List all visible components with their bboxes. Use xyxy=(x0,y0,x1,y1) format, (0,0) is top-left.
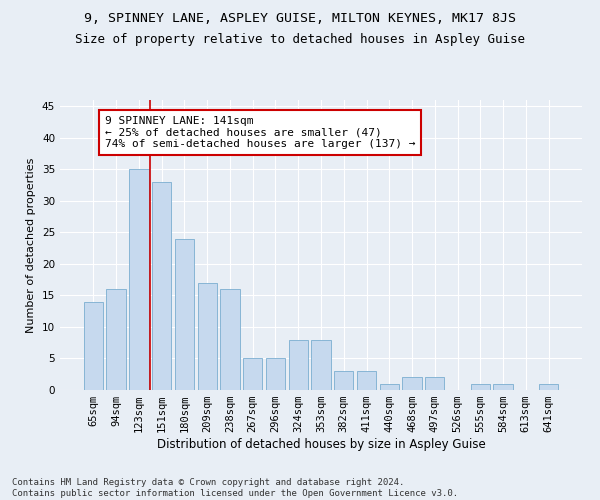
Bar xyxy=(425,378,445,390)
Bar xyxy=(152,182,172,390)
Bar xyxy=(243,358,262,390)
Bar xyxy=(129,170,149,390)
Bar xyxy=(334,371,353,390)
Text: Size of property relative to detached houses in Aspley Guise: Size of property relative to detached ho… xyxy=(75,32,525,46)
Y-axis label: Number of detached properties: Number of detached properties xyxy=(26,158,37,332)
Bar xyxy=(197,283,217,390)
Bar xyxy=(311,340,331,390)
Bar xyxy=(175,238,194,390)
Bar xyxy=(470,384,490,390)
Text: 9, SPINNEY LANE, ASPLEY GUISE, MILTON KEYNES, MK17 8JS: 9, SPINNEY LANE, ASPLEY GUISE, MILTON KE… xyxy=(84,12,516,26)
Bar xyxy=(266,358,285,390)
Text: Contains HM Land Registry data © Crown copyright and database right 2024.
Contai: Contains HM Land Registry data © Crown c… xyxy=(12,478,458,498)
X-axis label: Distribution of detached houses by size in Aspley Guise: Distribution of detached houses by size … xyxy=(157,438,485,451)
Bar xyxy=(539,384,558,390)
Bar xyxy=(403,378,422,390)
Bar xyxy=(106,289,126,390)
Bar xyxy=(289,340,308,390)
Bar xyxy=(493,384,513,390)
Bar xyxy=(220,289,239,390)
Bar xyxy=(357,371,376,390)
Bar xyxy=(380,384,399,390)
Bar xyxy=(84,302,103,390)
Text: 9 SPINNEY LANE: 141sqm
← 25% of detached houses are smaller (47)
74% of semi-det: 9 SPINNEY LANE: 141sqm ← 25% of detached… xyxy=(105,116,415,149)
